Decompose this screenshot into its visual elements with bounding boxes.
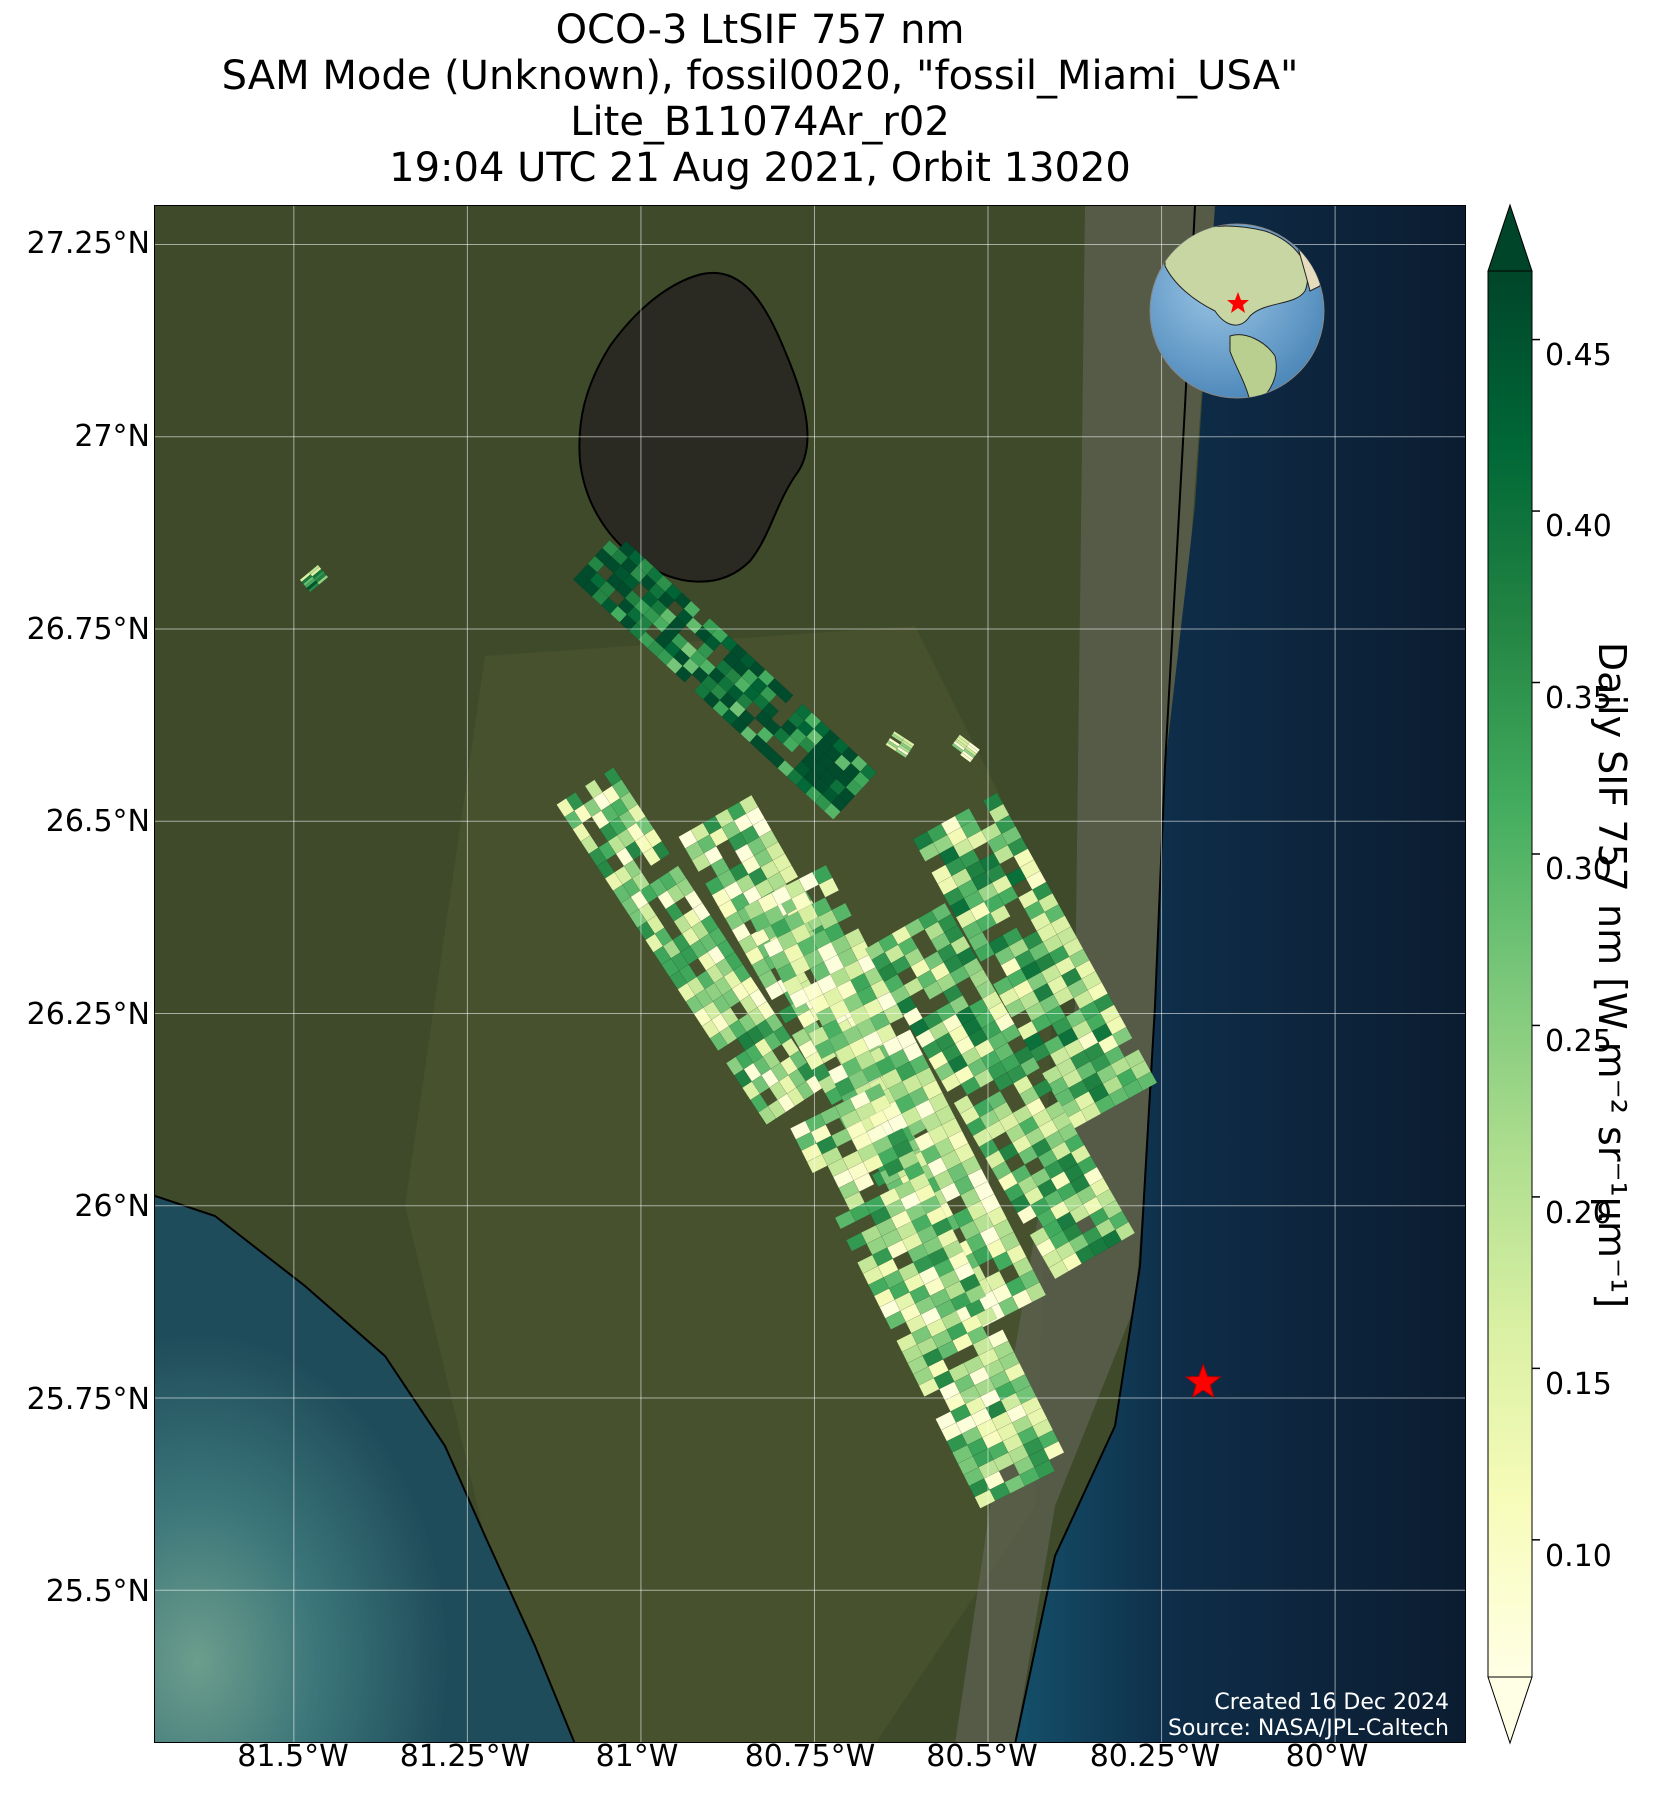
sif-sounding [764,981,785,1001]
sif-sounding [918,842,940,862]
title-line-2: SAM Mode (Unknown), fossil0020, "fossil_… [221,53,1299,99]
sif-sounding [1048,1259,1069,1280]
map-panel[interactable]: Created 16 Dec 2024 Source: NASA/JPL-Cal… [154,205,1466,1743]
lake-okeechobee [578,271,809,583]
lat-tick-27-25: 27.25°N [26,226,150,261]
sif-sounding [974,942,996,963]
lat-tick-26-75: 26.75°N [26,612,150,647]
sif-sounding [709,1031,728,1052]
sif-sounding [959,752,973,763]
colorbar-tick-0-45: 0.45 [1545,338,1612,373]
sif-sounding [823,802,841,820]
sif-sounding [317,574,329,585]
colorbar-tick-0-20: 0.20 [1545,1196,1612,1231]
lon-tick-80-75: 80.75°W [744,1739,876,1774]
sif-sounding [750,912,771,933]
map-gridlines [155,206,1465,1742]
sif-sounding [758,1105,777,1126]
sif-sounding [782,735,800,753]
colorbar-tick-0-35: 0.35 [1545,681,1612,716]
colorbar-tick-0-15: 0.15 [1545,1367,1612,1402]
sif-sounding [675,665,693,683]
sif-sounding [789,988,810,1009]
sif-sounding [1004,998,1026,1018]
colorbar-label: Daily SIF 757 nm [W m⁻² sr⁻¹μm⁻¹] [1590,641,1634,1309]
lat-tick-25-75: 25.75°N [26,1382,150,1417]
colorbar-tick-0-10: 0.10 [1545,1539,1612,1574]
lat-tick-26-5: 26.5°N [45,804,150,839]
sif-sounding [923,980,944,1000]
lat-tick-26: 26°N [74,1189,150,1224]
sif-sounding [918,1377,940,1397]
sif-sounding [884,1310,907,1330]
sif-sounding [1016,1204,1038,1225]
credit-created: Created 16 Dec 2024 [1214,1690,1449,1715]
lat-tick-25-5: 25.5°N [45,1574,150,1609]
sif-sounding [691,852,712,873]
sif-sounding [974,1489,996,1509]
lon-tick-81-25: 81.25°W [399,1739,531,1774]
inset-globe [1149,223,1325,399]
sif-soundings-layer [299,539,1158,1509]
credit-source: Source: NASA/JPL-Caltech [1167,1716,1449,1741]
colorbar-gradient [1487,270,1533,1678]
sif-sounding [778,1004,798,1024]
colorbar-tick-0-30: 0.30 [1545,852,1612,887]
target-star-icon [1184,1363,1222,1399]
globe-target-star-icon [1227,292,1249,313]
title-line-3: Lite_B11074Ar_r02 [570,99,950,145]
sif-sounding [883,1157,905,1178]
lat-tick-27: 27°N [74,419,150,454]
sif-sounding [834,1209,856,1230]
gulf-coastline [155,1195,576,1742]
lon-tick-80-5: 80.5°W [926,1739,1038,1774]
map-canvas [155,206,1465,1742]
colorbar-extend-top [1487,203,1533,272]
atlantic-ocean [1015,206,1465,1742]
colorbar [1487,203,1540,1745]
sif-sounding [776,686,794,704]
title-line-4: 19:04 UTC 21 Aug 2021, Orbit 13020 [389,145,1131,191]
sif-sounding [940,1072,962,1093]
lon-tick-81-5: 81.5°W [237,1739,349,1774]
lon-tick-80-25: 80.25°W [1089,1739,1221,1774]
sif-sounding [806,1154,828,1174]
sif-sounding [895,748,908,759]
lat-tick-26-25: 26.25°N [26,997,150,1032]
atlantic-coastline [1014,206,1196,1742]
colorbar-extend-bottom [1487,1676,1533,1745]
gulf-of-mexico [155,1196,575,1742]
sif-sounding [814,1038,836,1060]
colorbar-tick-0-40: 0.40 [1545,509,1612,544]
sif-sounding [845,1232,867,1252]
sif-sounding [642,847,661,867]
colorbar-tick-0-25: 0.25 [1545,1024,1612,1059]
lon-tick-80: 80°W [1285,1739,1369,1774]
everglades-wetland [405,626,1055,1742]
title-line-1: OCO-3 LtSIF 757 nm [555,7,965,53]
lon-tick-81: 81°W [595,1739,679,1774]
